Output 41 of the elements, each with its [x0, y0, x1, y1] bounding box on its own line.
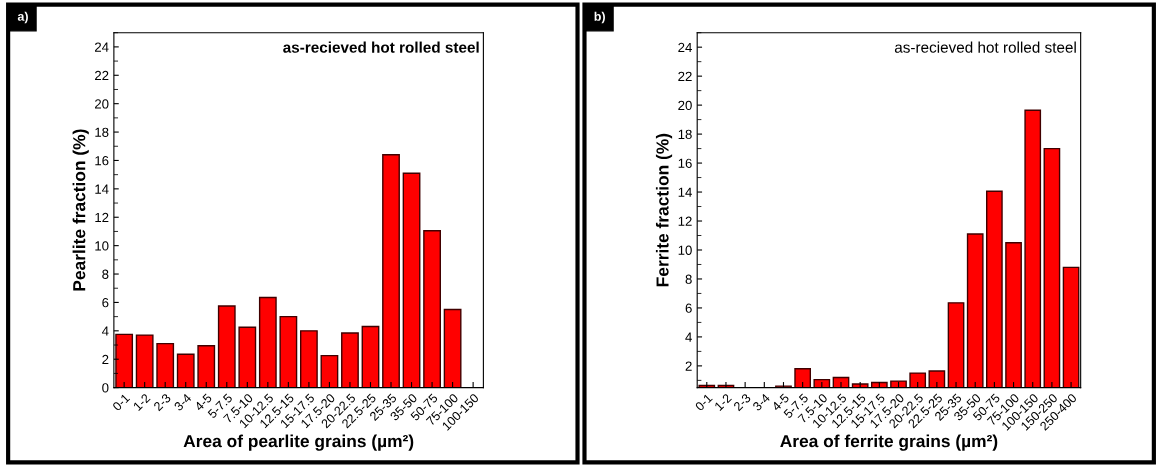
y-tick-label: 8 [102, 269, 109, 279]
y-tick-label: 20 [678, 100, 692, 111]
y-tick-label: 18 [678, 129, 692, 140]
chart-title: a) [17, 11, 28, 24]
y-tick-label: 2 [102, 354, 109, 364]
y-tick-label: 6 [685, 303, 692, 313]
y-tick-label: 18 [95, 127, 109, 137]
x-axis-title: Area of ferrite grains (µm²) [780, 434, 998, 451]
x-tick-label: 2-3 [153, 393, 172, 412]
y-tick-label: 0 [102, 383, 109, 393]
y-axis-title: Pearlite fraction (%) [72, 129, 89, 291]
x-tick-label: 2-3 [733, 393, 752, 412]
y-tick-label: 8 [685, 274, 692, 284]
x-tick-label: 0-1 [111, 393, 131, 412]
x-tick-label: 3-4 [173, 392, 192, 412]
y-tick-label: 22 [95, 70, 109, 81]
y-tick-label: 4 [685, 332, 692, 342]
y-axis-title: Ferrite fraction (%) [655, 133, 673, 287]
annotation: as-recieved hot rolled steel [894, 41, 1076, 53]
chart-title: b) [594, 11, 605, 24]
y-tick-label: 22 [678, 71, 692, 81]
y-tick-label: 14 [95, 184, 109, 194]
y-tick-label: 12 [678, 216, 692, 226]
y-tick-label: 20 [95, 99, 109, 109]
x-axis-title: Area of pearlite grains (µm²) [183, 434, 414, 451]
x-tick-label: 0-1 [694, 393, 713, 412]
y-tick-label: 12 [95, 212, 109, 223]
y-tick-label: 4 [101, 326, 109, 336]
x-tick-label: 3-4 [752, 392, 771, 412]
x-tick-label: 1-2 [714, 393, 732, 411]
y-tick-label: 16 [678, 158, 692, 168]
annotation: as-recieved hot rolled steel [283, 41, 479, 53]
y-tick-label: 24 [95, 42, 109, 52]
y-tick-label: 10 [678, 245, 692, 255]
y-tick-label: 6 [102, 298, 109, 308]
y-tick-label: 16 [95, 156, 109, 166]
y-tick-label: 24 [678, 42, 692, 52]
y-tick-label: 10 [95, 241, 109, 251]
y-tick-label: 14 [678, 187, 692, 197]
x-tick-label: 1-2 [132, 393, 151, 411]
y-tick-label: 2 [685, 361, 692, 371]
